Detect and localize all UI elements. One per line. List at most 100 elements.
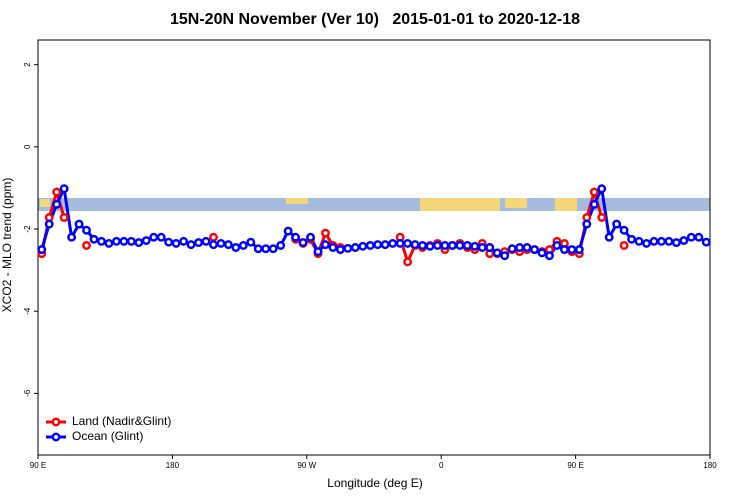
data-point xyxy=(179,236,189,246)
data-point xyxy=(89,234,99,244)
data-point xyxy=(634,236,644,246)
data-point xyxy=(44,219,54,229)
data-point xyxy=(119,236,129,246)
data-point xyxy=(343,243,353,253)
data-point xyxy=(134,238,144,248)
data-point xyxy=(507,244,517,254)
data-point xyxy=(238,240,248,250)
data-point xyxy=(67,232,77,242)
data-point xyxy=(447,240,457,250)
data-point xyxy=(671,238,681,248)
data-point xyxy=(552,240,562,250)
chart-title: 15N-20N November (Ver 10) 2015-01-01 to … xyxy=(170,11,580,28)
data-point xyxy=(619,225,629,235)
data-point xyxy=(597,184,607,194)
data-point xyxy=(395,238,405,248)
data-point xyxy=(74,219,84,229)
data-point xyxy=(156,232,166,242)
data-point xyxy=(559,245,569,255)
data-point xyxy=(589,187,599,197)
data-point xyxy=(223,240,233,250)
y-tick-label: -6 xyxy=(23,389,32,397)
data-point xyxy=(701,237,711,247)
data-point xyxy=(52,199,62,209)
data-point xyxy=(530,245,539,255)
data-point xyxy=(283,226,293,236)
data-point xyxy=(111,236,121,246)
data-point xyxy=(619,240,629,250)
data-point xyxy=(231,243,241,252)
data-point xyxy=(664,236,674,246)
data-point xyxy=(373,240,383,250)
data-point xyxy=(694,232,704,242)
x-tick-label: 90 W xyxy=(297,461,316,470)
data-point xyxy=(209,240,218,250)
data-point xyxy=(582,219,592,229)
data-point xyxy=(141,236,151,245)
legend-swatch-point xyxy=(51,432,61,442)
data-point xyxy=(537,248,547,258)
data-point xyxy=(485,243,495,252)
x-tick-label: 90 E xyxy=(567,461,583,470)
data-point xyxy=(328,243,338,252)
data-point xyxy=(268,244,278,254)
data-point xyxy=(686,232,696,242)
data-point xyxy=(567,245,577,255)
data-point xyxy=(171,238,181,248)
x-tick-label: 180 xyxy=(703,461,717,470)
data-point xyxy=(298,238,308,248)
data-point xyxy=(321,228,330,238)
data-point xyxy=(455,240,465,250)
y-tick-label: 0 xyxy=(23,144,32,149)
data-point xyxy=(657,236,666,246)
data-point xyxy=(321,240,330,250)
data-point xyxy=(679,236,689,245)
y-axis-label: XCO2 - MLO trend (ppm) xyxy=(0,178,14,313)
data-point xyxy=(276,240,286,250)
data-point xyxy=(261,244,271,254)
data-point xyxy=(82,240,91,250)
legend-label: Ocean (Glint) xyxy=(72,429,143,443)
data-point xyxy=(126,236,136,246)
data-point xyxy=(59,213,69,222)
data-point xyxy=(440,240,450,250)
data-point xyxy=(515,243,525,252)
x-tick-label: 180 xyxy=(166,461,180,470)
data-point xyxy=(216,238,226,248)
data-point xyxy=(246,237,256,247)
x-tick-label: 90 E xyxy=(30,461,46,470)
data-point xyxy=(500,251,510,261)
map-strip xyxy=(38,198,710,211)
data-point xyxy=(649,236,659,246)
data-point xyxy=(164,237,174,247)
data-point xyxy=(380,240,390,250)
data-point xyxy=(37,245,47,255)
data-point xyxy=(492,248,502,258)
data-point xyxy=(253,244,263,254)
data-point xyxy=(418,240,427,250)
data-point xyxy=(410,240,420,250)
data-point xyxy=(194,238,203,248)
x-axis-label: Longitude (deg E) xyxy=(327,476,422,490)
data-point xyxy=(291,232,301,242)
x-tick-label: 0 xyxy=(439,461,444,470)
data-point xyxy=(403,238,413,248)
data-point xyxy=(470,241,480,251)
data-point xyxy=(209,232,218,242)
data-point xyxy=(433,240,442,250)
data-point xyxy=(97,236,106,246)
data-point xyxy=(589,199,599,209)
data-point xyxy=(545,251,554,261)
data-point xyxy=(358,241,368,251)
data-point xyxy=(388,238,398,248)
data-point xyxy=(313,247,323,257)
legend-swatch-point xyxy=(51,417,61,427)
data-point xyxy=(201,236,211,246)
y-tick-label: -4 xyxy=(23,307,32,315)
data-point xyxy=(642,238,651,248)
data-point xyxy=(425,241,435,251)
data-point xyxy=(403,257,413,267)
data-point xyxy=(52,187,62,197)
data-point xyxy=(186,240,196,250)
